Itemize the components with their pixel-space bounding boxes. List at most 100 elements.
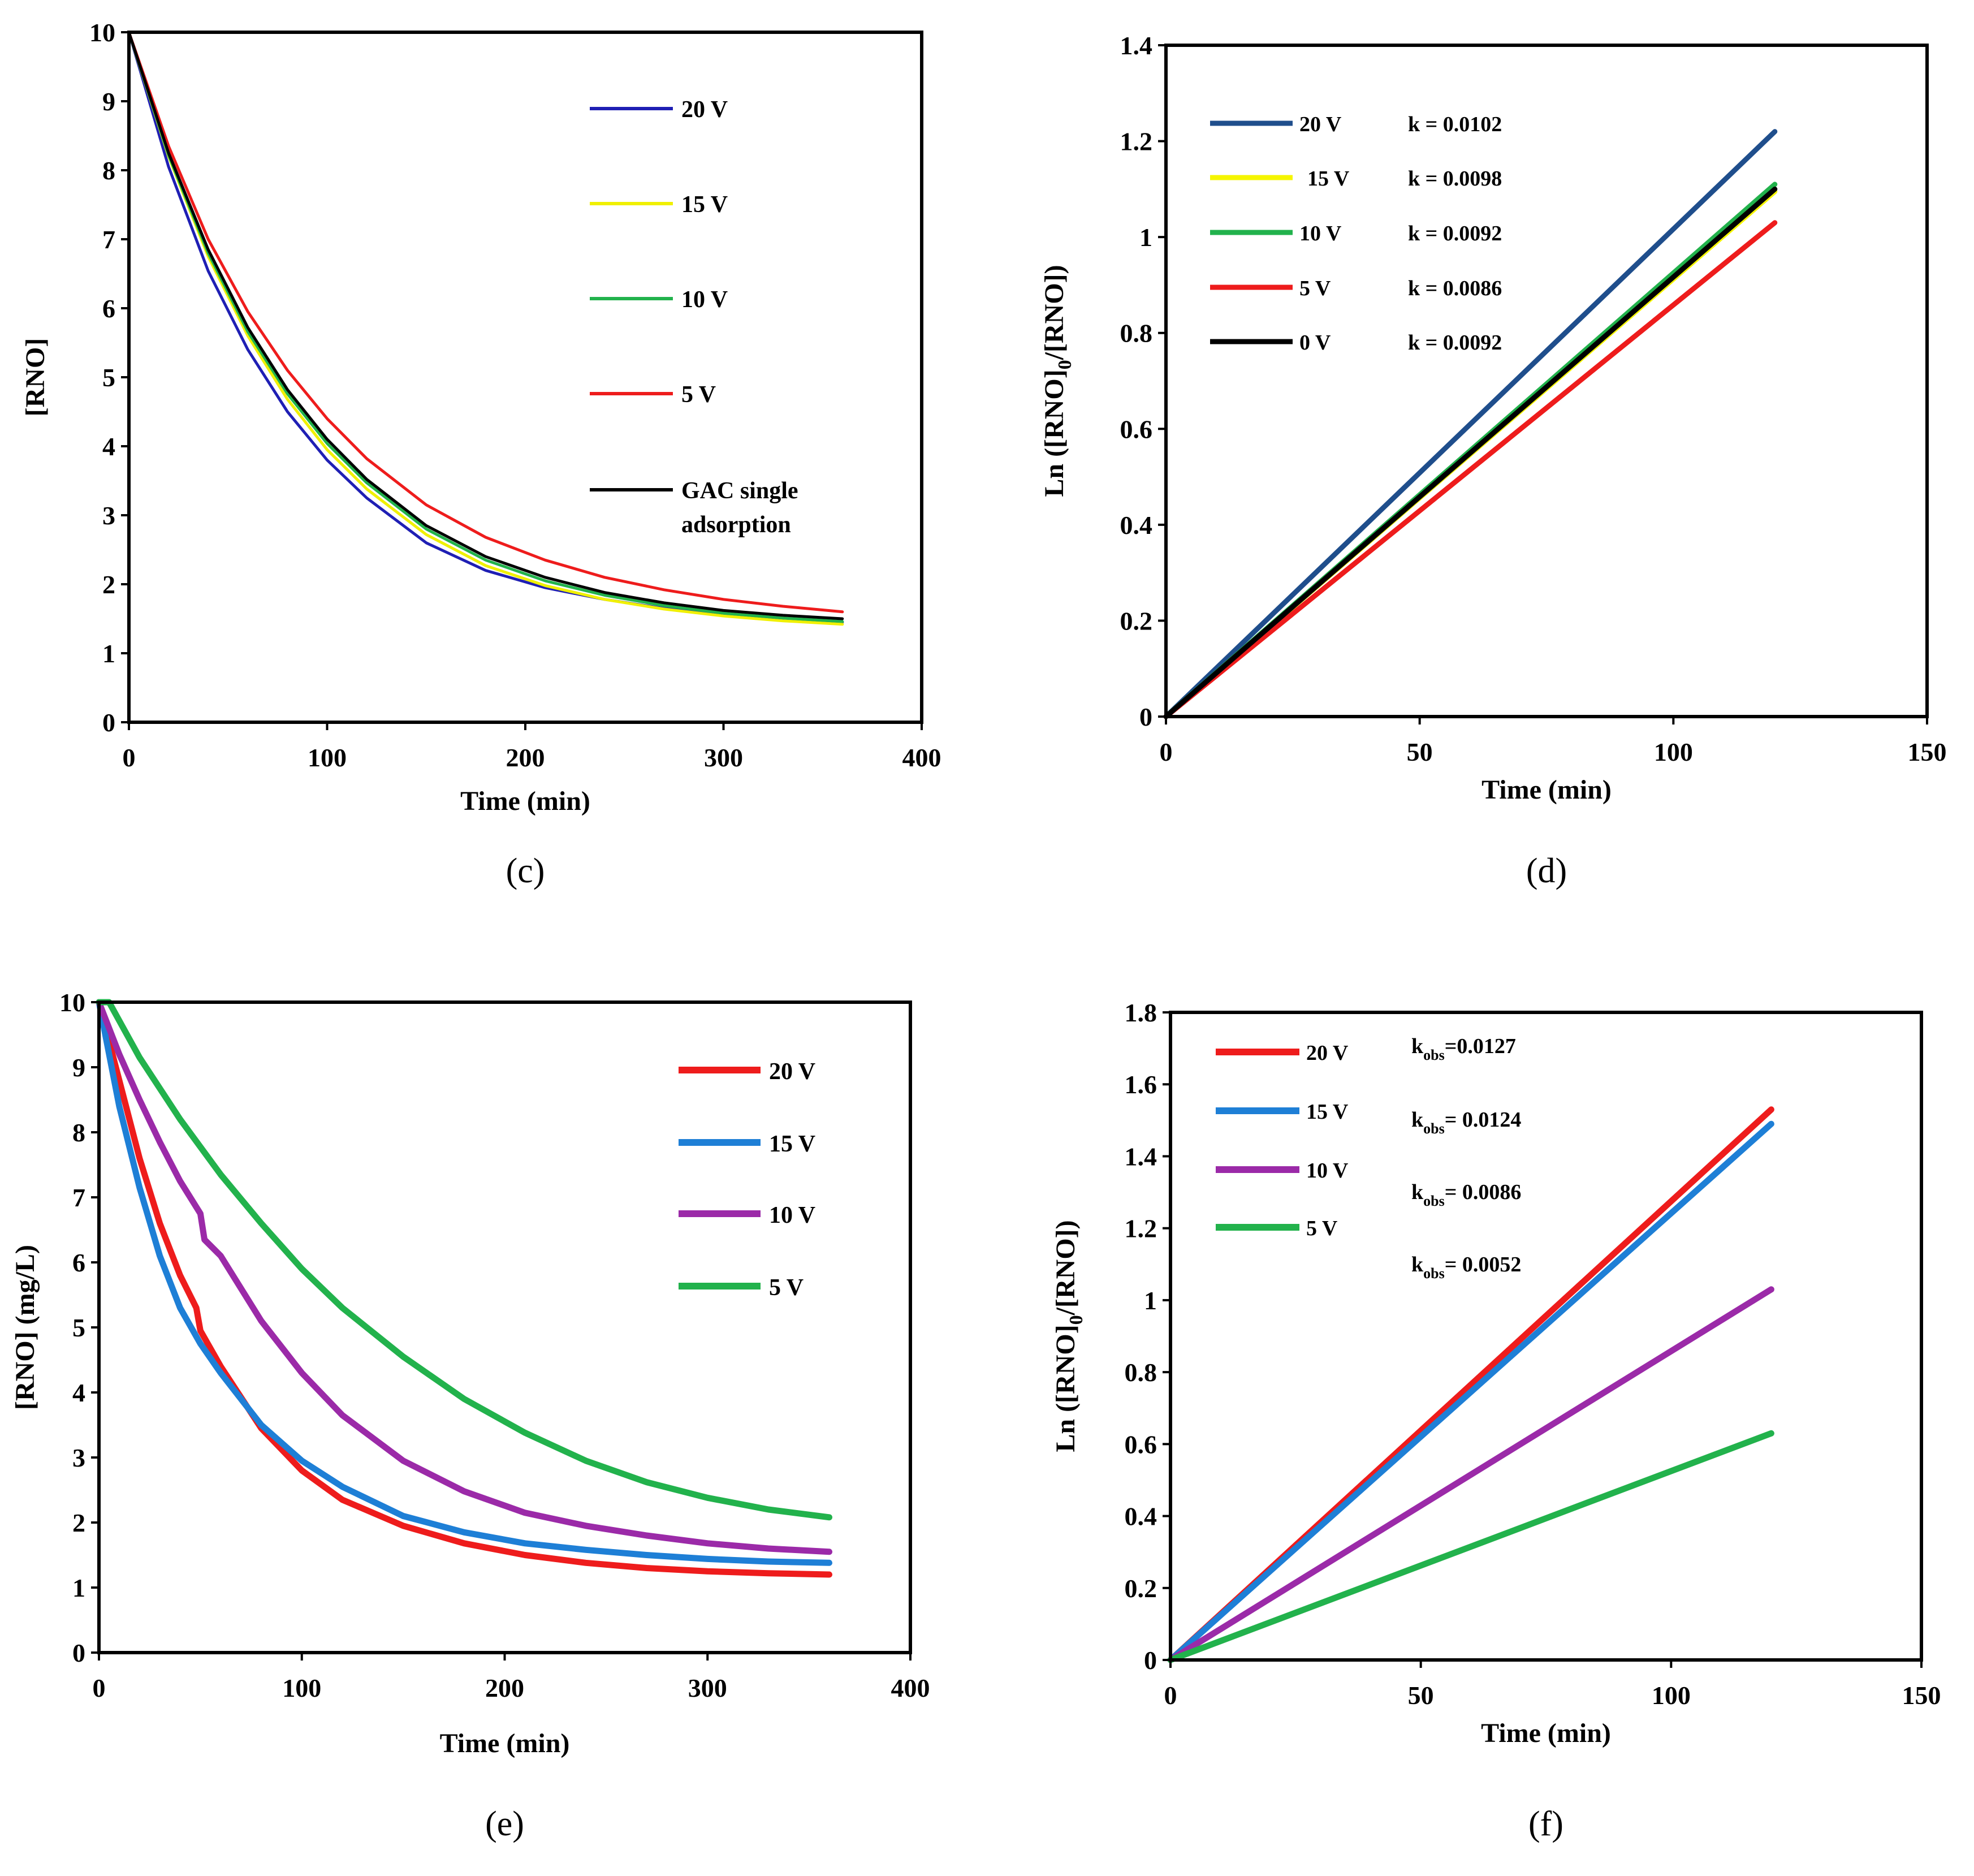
y-tick-label: 0.6 [1125, 1430, 1157, 1459]
k-subscript: obs [1423, 1265, 1445, 1282]
legend-label: 10 V [681, 287, 728, 313]
legend-label: 15 V [769, 1131, 815, 1157]
y-tick-label: 0.2 [1125, 1574, 1157, 1603]
y-tick-label: 6 [102, 294, 115, 323]
x-tick-label: 200 [506, 743, 545, 772]
y-tick-label: 8 [102, 156, 115, 185]
x-axis-label: Time (min) [460, 786, 590, 816]
panel-label: (d) [1526, 852, 1567, 890]
x-tick-label: 300 [704, 743, 743, 772]
legend: 20 V 15 V 10 V 5 V [679, 1059, 815, 1301]
legend: 20 V k = 0.0102 15 V k = 0.0098 10 V k = 0.00… [1210, 113, 1502, 355]
y-tick-label: 8 [72, 1118, 85, 1147]
series-line-3 [96, 999, 832, 1521]
plot-frame [1169, 1011, 1923, 1662]
y-tick-label: 3 [72, 1443, 85, 1472]
plot-frame [1164, 44, 1929, 718]
y-tick-label: 2 [72, 1508, 85, 1537]
x-tick-label: 200 [485, 1674, 524, 1702]
x-tick-label: 400 [891, 1674, 930, 1702]
chart-3: 0 50 100 150 0 0.2 0.4 0.6 0.8 1 1.2 1.4 1.6 1.8 Time … [1051, 998, 1941, 1843]
y-axis-label: [RNO] [20, 338, 50, 417]
y-tick-label: 0.6 [1120, 415, 1153, 443]
series-line-0 [1163, 129, 1778, 719]
y-label-subscript: 0 [1066, 1315, 1087, 1325]
rate-constant: kobs= 0.0124 [1411, 1108, 1521, 1137]
x-tick-label: 0 [1160, 738, 1173, 766]
y-tick-label: 6 [72, 1248, 85, 1277]
y-tick-label: 0.8 [1120, 319, 1153, 348]
rate-constant: kobs=0.0127 [1411, 1034, 1516, 1063]
series-line-3 [1163, 220, 1778, 719]
y-tick-label: 1.2 [1125, 1214, 1157, 1243]
y-tick-label: 7 [102, 225, 115, 254]
x-tick-label: 100 [308, 743, 347, 772]
y-tick-label: 1.6 [1125, 1070, 1157, 1099]
y-tick-label: 0 [72, 1638, 85, 1667]
x-axis-label: Time (min) [1481, 1718, 1611, 1748]
rate-constant: kobs= 0.0086 [1411, 1180, 1521, 1209]
x-tick-label: 100 [282, 1674, 321, 1702]
k-symbol: k [1411, 1034, 1424, 1058]
k-value: = 0.0124 [1445, 1108, 1522, 1132]
y-tick-label: 10 [59, 988, 85, 1017]
y-tick-label: 5 [72, 1313, 85, 1342]
y-tick-label: 1.4 [1125, 1142, 1157, 1171]
y-tick-label: 1 [102, 639, 115, 668]
rate-constant: k = 0.0098 [1408, 167, 1502, 191]
panel-label: (c) [506, 852, 545, 890]
legend-label: 20 V [681, 97, 728, 123]
x-tick-label: 300 [688, 1674, 727, 1702]
y-tick-label: 1.8 [1125, 998, 1157, 1027]
legend-label: 20 V [769, 1059, 815, 1085]
series-line-1 [96, 999, 832, 1566]
k-value: = 0.0086 [1445, 1180, 1522, 1204]
legend-label: 15 V [1307, 167, 1350, 191]
k-value: =0.0127 [1445, 1034, 1516, 1058]
x-axis-label: Time (min) [1481, 775, 1612, 805]
y-label-subscript: 0 [1055, 360, 1075, 369]
legend-label: 0 V [1299, 331, 1331, 355]
legend-label: GAC single [681, 478, 798, 504]
y-tick-label: 0.4 [1120, 511, 1153, 540]
k-subscript: obs [1423, 1120, 1445, 1137]
k-symbol: k [1411, 1108, 1424, 1132]
y-label-part: Ln ([RNO] [1039, 369, 1069, 497]
chart-2: 0 100 200 300 400 0 1 2 3 4 5 6 7 8 9 10 Time (min) [RNO]… [10, 988, 930, 1843]
x-tick-label: 50 [1407, 738, 1433, 766]
y-tick-label: 1 [1139, 223, 1152, 252]
y-tick-label: 1 [1144, 1286, 1157, 1315]
y-tick-label: 9 [102, 87, 115, 116]
k-subscript: obs [1423, 1047, 1445, 1063]
y-tick-label: 10 [89, 18, 115, 47]
x-tick-label: 50 [1408, 1681, 1434, 1710]
y-tick-label: 2 [102, 570, 115, 599]
y-label-part: /[RNO]) [1039, 265, 1069, 360]
y-axis-label: [RNO] (mg/L) [10, 1245, 40, 1410]
y-tick-label: 4 [72, 1378, 85, 1407]
legend-label: 5 V [769, 1275, 804, 1301]
y-tick-label: 0.2 [1120, 606, 1153, 635]
k-subscript: obs [1423, 1193, 1445, 1209]
legend-label: 20 V [1299, 113, 1342, 136]
k-symbol: k [1411, 1253, 1424, 1276]
y-label-part: Ln ([RNO] [1051, 1325, 1081, 1452]
y-label-part: /[RNO]) [1051, 1220, 1081, 1316]
x-tick-label: 150 [1902, 1681, 1941, 1710]
panel-label: (e) [485, 1805, 524, 1843]
series-line-3 [1167, 1430, 1774, 1663]
y-axis-label: Ln ([RNO]0/[RNO]) [1039, 265, 1075, 497]
chart-1: 0 50 100 150 0 0.2 0.4 0.6 0.8 1 1.2 1.4 Time (min) L… [1039, 31, 1947, 890]
k-symbol: k [1411, 1180, 1424, 1204]
legend-label: 10 V [1306, 1159, 1349, 1183]
panel-label: (f) [1528, 1805, 1563, 1843]
y-tick-label: 0.4 [1125, 1502, 1157, 1531]
x-tick-label: 100 [1652, 1681, 1691, 1710]
x-tick-label: 0 [1164, 1681, 1177, 1710]
series-line-2 [1167, 1286, 1774, 1663]
y-tick-label: 0.8 [1125, 1358, 1157, 1387]
x-tick-label: 400 [902, 743, 941, 772]
legend-label: 10 V [769, 1202, 815, 1228]
